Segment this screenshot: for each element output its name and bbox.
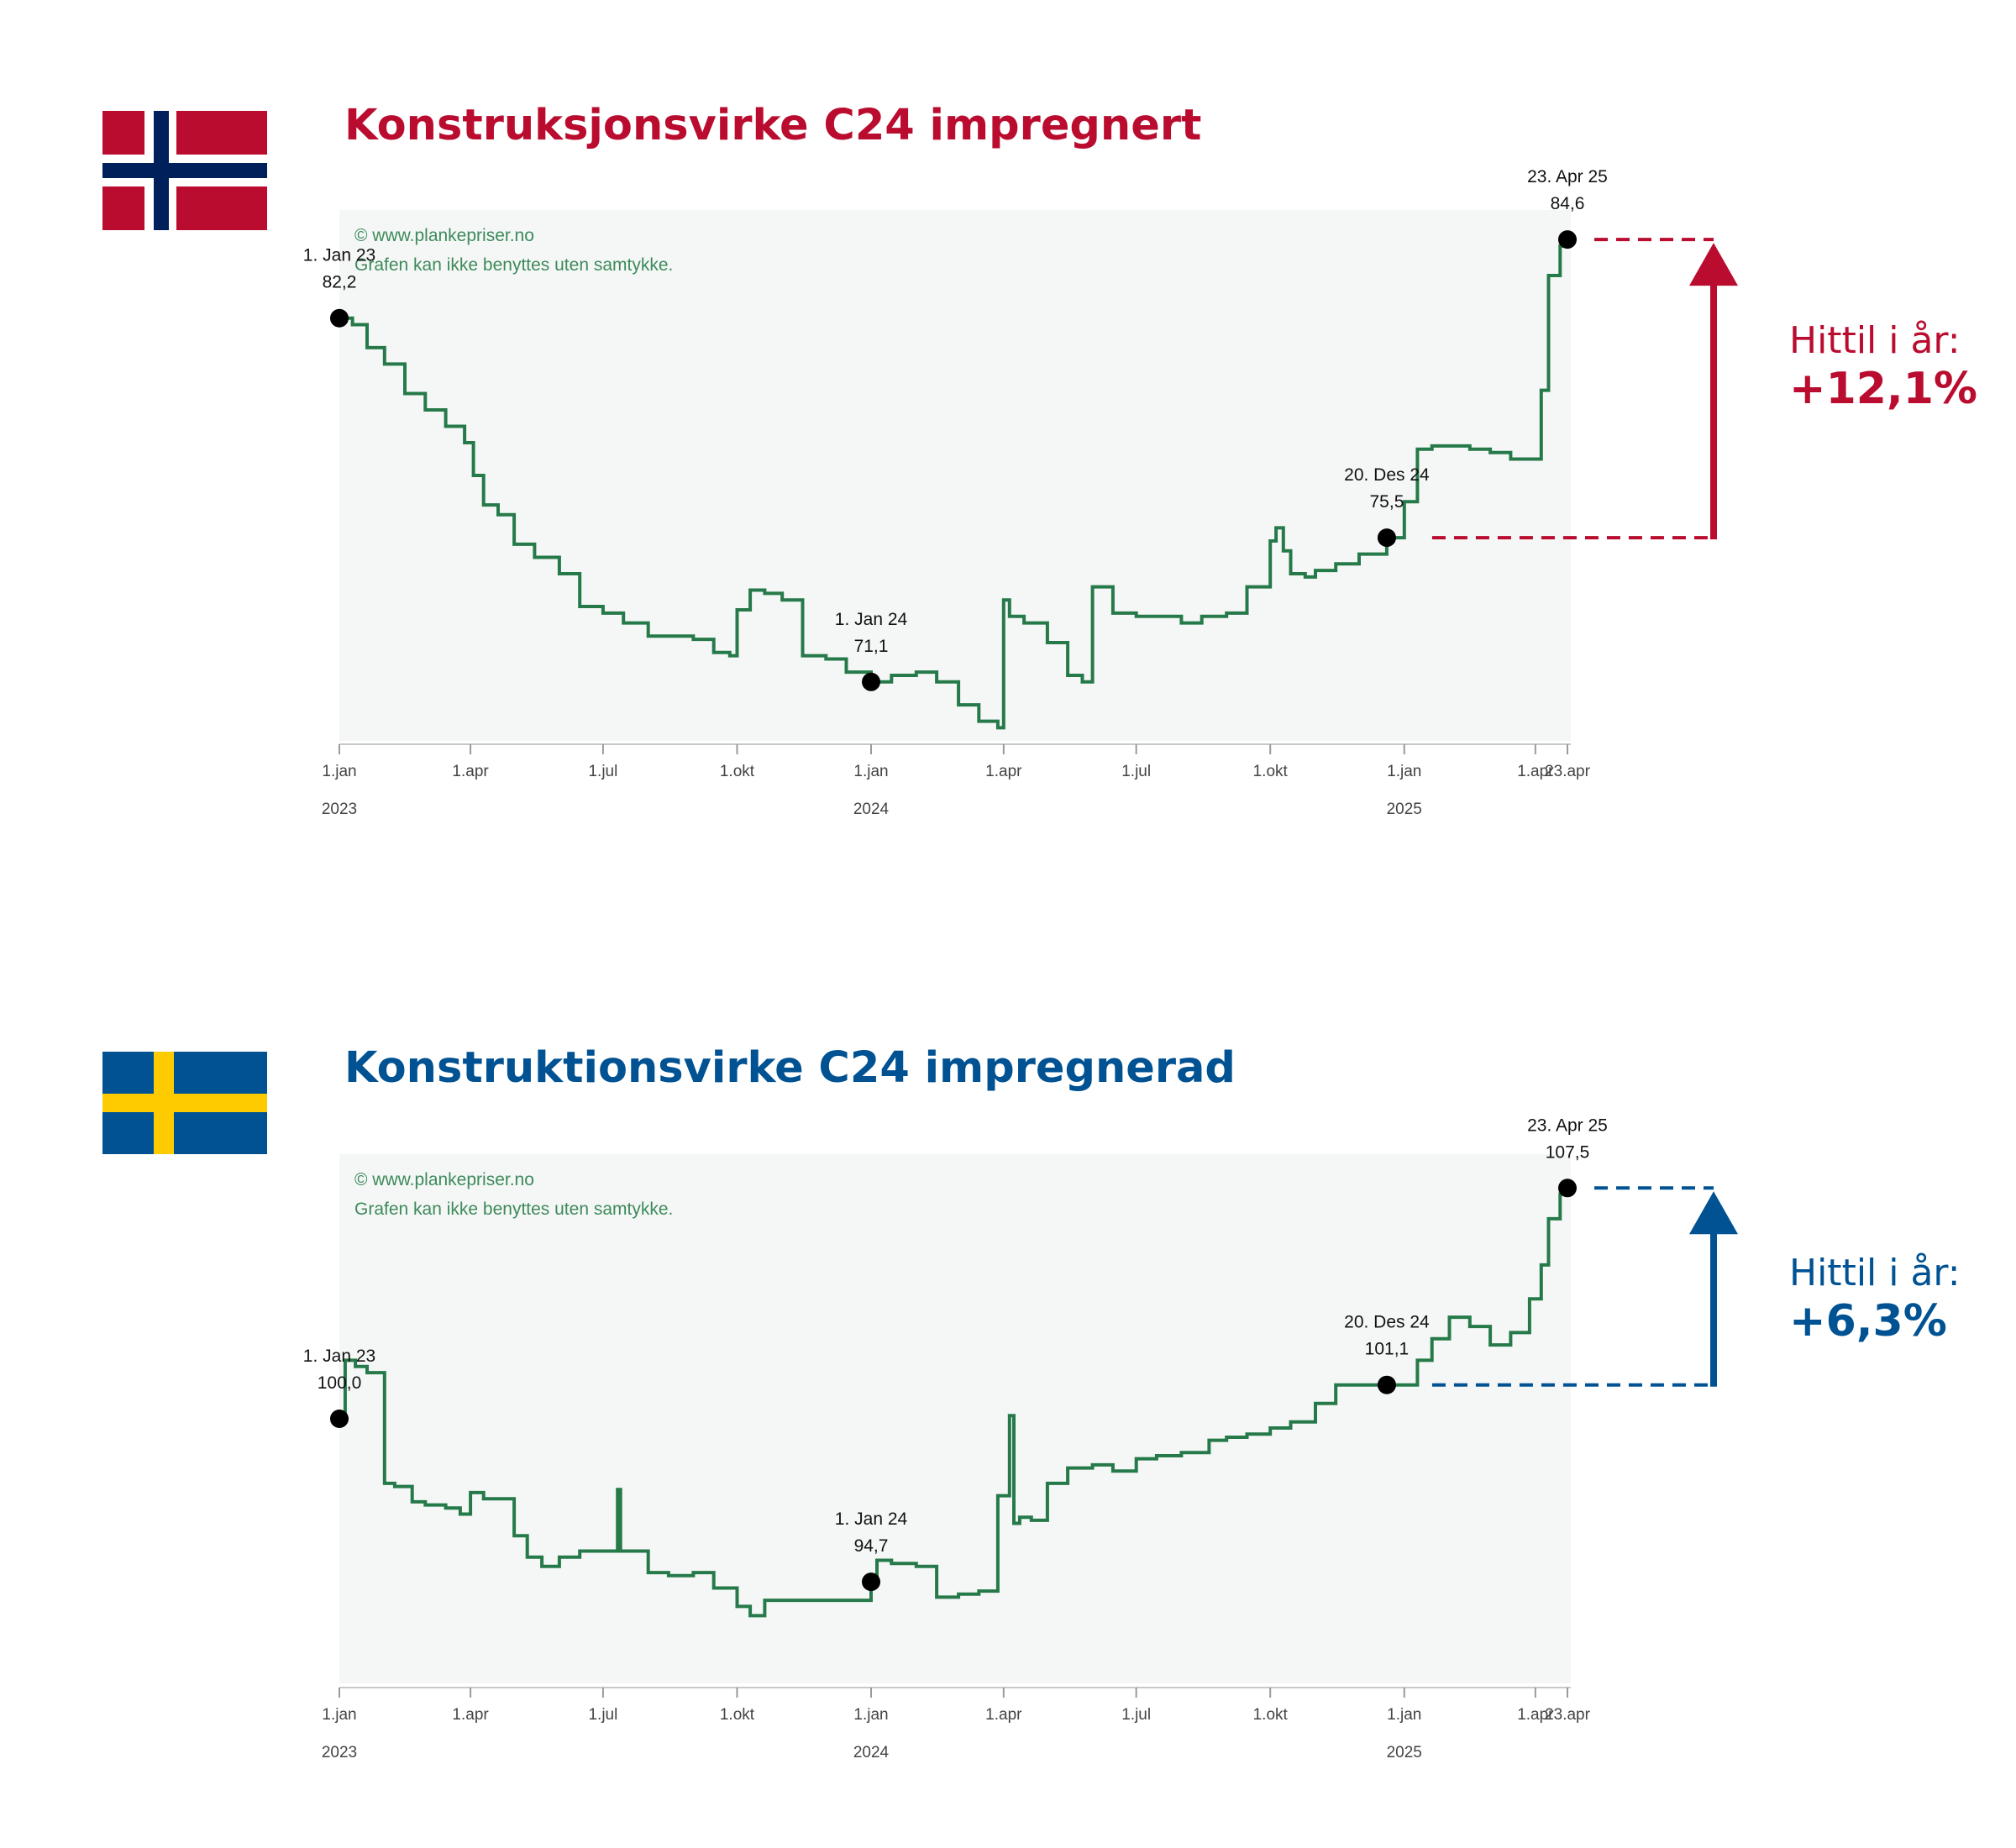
plot-area [339, 1154, 1571, 1683]
watermark-line1: © www.plankepriser.no [354, 226, 534, 245]
price-index-line [339, 239, 1569, 730]
annotation-value: 71,1 [854, 637, 889, 656]
x-axis: 1.jan 1.apr 1.jul 1.okt 1.jan 1.apr 1.jul 1.okt… [322, 743, 1591, 818]
x-tick-label: 1.okt [1253, 1706, 1289, 1724]
annotation-value: 100,0 [318, 1373, 362, 1393]
annotated-point [1377, 528, 1396, 548]
annotation-date: 1. Jan 24 [835, 1509, 908, 1529]
price-index-line [339, 1188, 1569, 1618]
x-tick-label: 1.okt [720, 1706, 755, 1724]
sweden-chart-svg: © www.plankepriser.no Grafen kan ikke be… [102, 1052, 1738, 1761]
plot-area [339, 210, 1571, 741]
watermark-line2: Grafen kan ikke benyttes uten samtykke. [354, 1200, 673, 1219]
x-tick-label: 1.jul [588, 1706, 617, 1724]
watermark-line2: Grafen kan ikke benyttes uten samtykke. [354, 255, 673, 275]
ytd-value: +12,1% [1789, 364, 1977, 414]
ytd-reference-lines [1431, 1186, 1738, 1387]
x-year-label: 2024 [853, 1744, 890, 1761]
chart-panel-sweden: © www.plankepriser.no Grafen kan ikke be… [0, 941, 2016, 1848]
norway-chart-svg: © www.plankepriser.no Grafen kan ikke be… [102, 111, 1738, 818]
x-tick-label: 1.apr [1517, 1706, 1554, 1724]
annotation-date: 20. Des 24 [1344, 465, 1430, 485]
x-year-label: 2025 [1387, 801, 1422, 818]
x-year-label: 2024 [853, 801, 890, 818]
x-tick-label: 1.okt [1253, 763, 1289, 780]
x-tick-label: 1.jan [853, 1706, 888, 1724]
annotation-value: 94,7 [854, 1536, 889, 1556]
x-tick-label: 1.jul [1121, 1706, 1151, 1724]
norway-flag [102, 111, 267, 230]
x-tick-label: 1.jan [853, 763, 888, 780]
x-tick-label: 1.apr [452, 763, 489, 780]
x-tick-label: 1.jan [1387, 763, 1421, 780]
point-annotations: 1. Jan 23 100,0 1. Jan 24 94,7 20. Des 24 101… [303, 1116, 1608, 1592]
ytd-label: Hittil i år: [1789, 319, 1961, 362]
annotation-date: 23. Apr 25 [1527, 1116, 1608, 1135]
x-tick-label: 1.jan [322, 1706, 356, 1724]
annotated-point [330, 308, 349, 328]
x-tick-label: 1.jan [322, 763, 356, 780]
chart-title: Konstruktionsvirke C24 impregnerad [344, 1043, 1236, 1093]
annotation-date: 23. Apr 25 [1527, 167, 1608, 186]
annotation-value: 101,1 [1365, 1340, 1410, 1359]
annotated-point [1377, 1375, 1396, 1394]
ytd-reference-lines [1431, 238, 1738, 540]
annotated-point [862, 672, 881, 691]
chart-panel-norway: © www.plankepriser.no Grafen kan ikke be… [0, 0, 2016, 907]
x-tick-label: 1.apr [1517, 763, 1554, 780]
annotated-point [862, 1572, 881, 1592]
annotation-value: 82,2 [323, 273, 357, 292]
x-axis: 1.jan 1.apr 1.jul 1.okt 1.jan 1.apr 1.jul 1.okt… [322, 1687, 1591, 1761]
point-annotations: 1. Jan 23 82,2 1. Jan 24 71,1 20. Des 24 75,5… [303, 167, 1608, 691]
annotated-point [1558, 1179, 1577, 1198]
x-year-label: 2023 [322, 1744, 357, 1761]
watermark-line1: © www.plankepriser.no [354, 1170, 534, 1189]
ytd-arrow-head [1689, 243, 1738, 286]
annotated-point [1558, 230, 1577, 249]
annotation-date: 1. Jan 23 [303, 246, 375, 265]
x-tick-label: 1.jul [588, 763, 617, 780]
annotation-date: 1. Jan 23 [303, 1347, 375, 1366]
sweden-flag [102, 1052, 267, 1154]
x-year-label: 2025 [1387, 1744, 1422, 1761]
x-tick-label: 1.apr [452, 1706, 489, 1724]
annotation-date: 20. Des 24 [1344, 1313, 1430, 1332]
x-year-label: 2023 [322, 801, 357, 818]
x-tick-label: 1.apr [985, 1706, 1022, 1724]
annotated-point [330, 1410, 349, 1428]
x-tick-label: 1.apr [985, 763, 1022, 780]
ytd-arrow-head [1689, 1191, 1738, 1235]
ytd-label: Hittil i år: [1789, 1252, 1961, 1294]
annotation-value: 84,6 [1551, 194, 1585, 213]
x-tick-label: 1.okt [720, 763, 755, 780]
annotation-value: 75,5 [1370, 492, 1404, 512]
annotation-value: 107,5 [1546, 1142, 1590, 1162]
ytd-change: Hittil i år: +6,3% [1789, 1252, 1961, 1347]
ytd-change: Hittil i år: +12,1% [1789, 319, 1977, 414]
x-tick-label: 1.jul [1121, 763, 1151, 780]
ytd-value: +6,3% [1789, 1296, 1947, 1347]
chart-title: Konstruksjonsvirke C24 impregnert [344, 101, 1202, 150]
x-tick-label: 23.apr [1545, 763, 1591, 780]
x-tick-label: 23.apr [1545, 1706, 1591, 1724]
annotation-date: 1. Jan 24 [835, 610, 908, 629]
x-tick-label: 1.jan [1387, 1706, 1421, 1724]
